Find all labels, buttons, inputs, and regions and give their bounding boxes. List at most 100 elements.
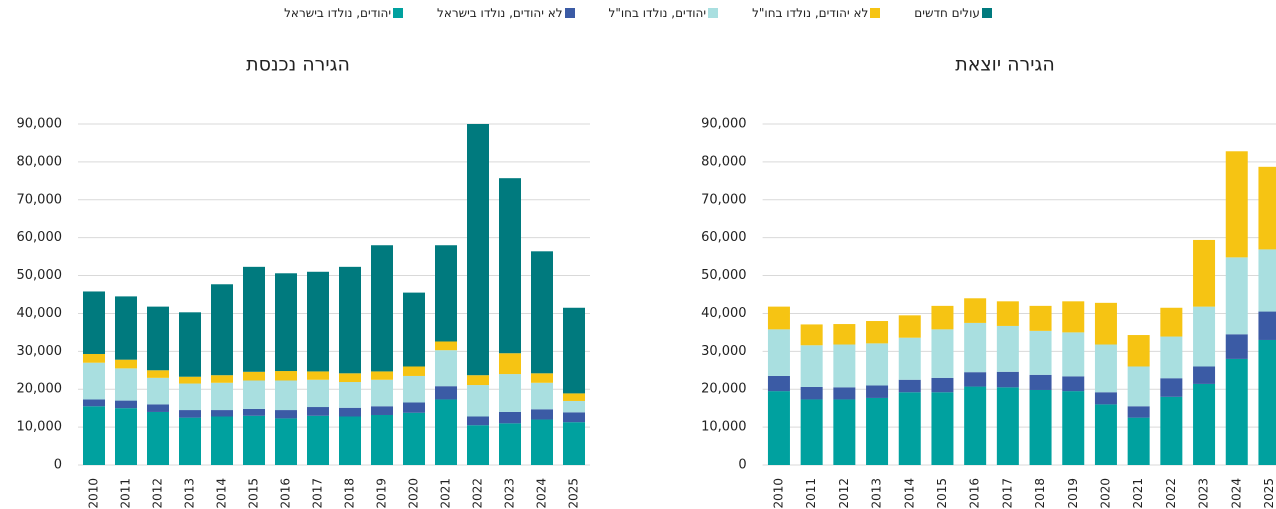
bar-segment: [1127, 417, 1150, 465]
y-tick-label: 80,000: [17, 154, 63, 169]
bar-segment: [147, 370, 169, 378]
bar-segment: [307, 371, 329, 380]
bar-segment: [1160, 336, 1183, 379]
x-tick-label: 2011: [804, 478, 818, 509]
bar-segment: [147, 306, 169, 371]
bar-segment: [800, 399, 823, 465]
bar-segment: [499, 411, 521, 424]
bar-segment: [467, 385, 489, 417]
bar-segment: [435, 341, 457, 351]
x-tick-label: 2024: [1229, 478, 1243, 509]
x-tick-label: 2025: [567, 478, 581, 509]
x-tick-label: 2014: [215, 478, 229, 509]
y-tick-label: 70,000: [17, 192, 63, 207]
bar-segment: [1193, 366, 1216, 384]
bar-segment: [1127, 366, 1150, 407]
legend: עולים חדשים לא יהודים, נולדו בחו"ל יהודים,…: [0, 6, 1276, 20]
chart-title: הגירה נכנסת: [246, 54, 350, 76]
bar-segment: [211, 410, 233, 417]
bar-segment: [275, 371, 297, 381]
x-tick-label: 2010: [87, 478, 101, 509]
bar-segment: [243, 266, 265, 372]
bar-segment: [1127, 406, 1150, 418]
x-tick-label: 2013: [870, 478, 884, 509]
bar-segment: [898, 379, 921, 393]
bar-segment: [1029, 305, 1052, 331]
bar-segment: [243, 371, 265, 381]
bar-segment: [767, 391, 790, 465]
x-tick-label: 2017: [1000, 478, 1014, 509]
x-tick-label: 2012: [837, 478, 851, 509]
bar-segment: [1225, 358, 1248, 465]
bar-segment: [1160, 378, 1183, 397]
bar-segment: [1029, 374, 1052, 390]
bar-segment: [964, 322, 987, 373]
bar-segment: [964, 298, 987, 323]
bar-segment: [1094, 302, 1117, 345]
x-tick-label: 2016: [968, 478, 982, 509]
legend-swatch: [870, 8, 881, 18]
bar-segment: [179, 376, 201, 384]
x-tick-label: 2018: [343, 478, 357, 509]
bar-segment: [1062, 301, 1085, 333]
legend-label: לא יהודים, נולדו בישראל: [437, 6, 563, 20]
bar-segment: [1258, 166, 1276, 250]
bar-segment: [800, 386, 823, 400]
y-tick-label: 30,000: [17, 344, 63, 359]
bar-segment: [307, 415, 329, 465]
bar-segment: [767, 306, 790, 330]
legend-swatch: [981, 8, 992, 18]
bar-segment: [115, 296, 137, 360]
bar-segment: [403, 412, 425, 465]
bar-segment: [1062, 391, 1085, 465]
x-tick-label: 2012: [151, 478, 165, 509]
y-tick-label: 70,000: [701, 192, 747, 207]
bar-segment: [275, 273, 297, 372]
bar-segment: [179, 383, 201, 411]
bar-segment: [898, 392, 921, 465]
x-tick-label: 2025: [1262, 478, 1276, 509]
bar-segment: [996, 371, 1019, 388]
legend-label: עולים חדשים: [914, 6, 980, 20]
bar-segment: [996, 301, 1019, 326]
bar-segment: [1062, 332, 1085, 377]
x-tick-label: 2023: [1197, 478, 1211, 509]
bar-segment: [833, 399, 856, 465]
legend-swatch: [564, 8, 575, 18]
bar-segment: [211, 284, 233, 376]
bar-segment: [1062, 376, 1085, 392]
bar-segment: [435, 245, 457, 342]
bar-segment: [499, 423, 521, 465]
bar-segment: [371, 245, 393, 372]
legend-swatch: [393, 8, 403, 18]
bar-segment: [435, 350, 457, 387]
y-tick-label: 0: [54, 458, 62, 473]
bar-segment: [147, 411, 169, 465]
x-tick-label: 2016: [279, 478, 293, 509]
bar-segment: [371, 371, 393, 380]
x-tick-label: 2018: [1033, 478, 1047, 509]
bar-segment: [931, 305, 954, 330]
legend-item: לא יהודים, נולדו בישראל: [437, 6, 575, 20]
bar-segment: [275, 380, 297, 411]
y-tick-label: 10,000: [701, 420, 747, 435]
x-tick-label: 2020: [407, 478, 421, 509]
bar-segment: [275, 418, 297, 465]
x-tick-label: 2017: [311, 478, 325, 509]
bar-segment: [996, 325, 1019, 372]
bar-segment: [833, 387, 856, 400]
bar-segment: [898, 337, 921, 380]
bar-segment: [1225, 334, 1248, 359]
bar-segment: [563, 307, 585, 394]
bar-segment: [531, 419, 553, 465]
bar-segment: [179, 312, 201, 377]
bar-segment: [403, 366, 425, 376]
bar-segment: [563, 412, 585, 423]
bar-segment: [1094, 392, 1117, 405]
x-tick-label: 2019: [375, 478, 389, 509]
bar-segment: [371, 379, 393, 407]
bar-segment: [467, 416, 489, 426]
legend-item: יהודים, נולדו בישראל: [284, 6, 403, 20]
bar-segment: [1160, 307, 1183, 337]
